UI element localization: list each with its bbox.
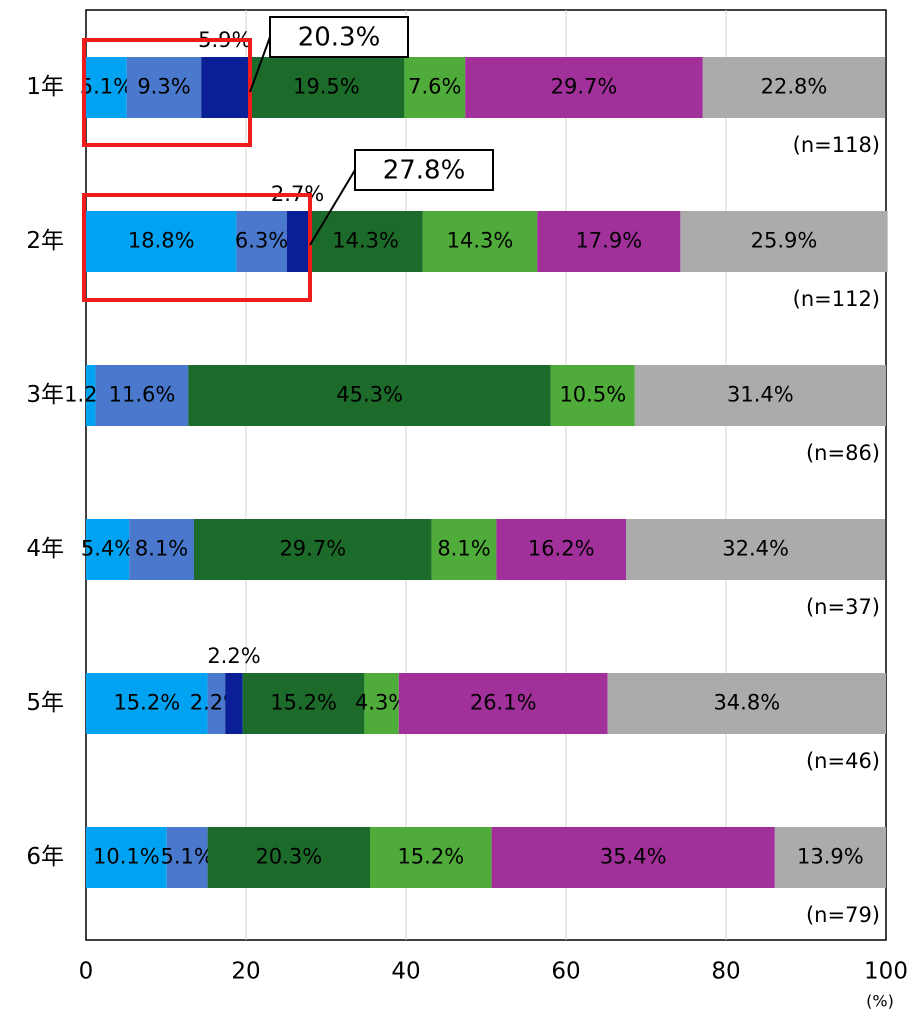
value-label: 10.1% — [93, 845, 160, 869]
highlight-box — [82, 193, 312, 302]
value-label: 13.9% — [797, 845, 864, 869]
value-label: 15.2% — [270, 691, 337, 715]
value-label: 6.3% — [235, 229, 288, 253]
x-tick-label: 100 — [864, 959, 908, 985]
bar-segment — [166, 827, 208, 888]
value-label: 31.4% — [727, 383, 794, 407]
bar-segment — [86, 211, 237, 272]
value-label: 9.3% — [137, 75, 190, 99]
value-label: 10.5% — [559, 383, 626, 407]
value-label: 15.2% — [397, 845, 464, 869]
x-tick-label: 20 — [231, 959, 260, 985]
x-tick-label: 80 — [711, 959, 740, 985]
n-label: (n=37) — [806, 595, 880, 619]
category-label: 4年 — [26, 536, 64, 562]
value-label: 19.5% — [293, 75, 360, 99]
value-label: 34.8% — [713, 691, 780, 715]
bar-segment — [242, 673, 365, 734]
bar-segment — [86, 365, 96, 426]
bar-segment — [370, 827, 492, 888]
category-label: 1年 — [26, 74, 64, 100]
value-label: 7.6% — [408, 75, 461, 99]
n-label: (n=112) — [793, 287, 880, 311]
category-label: 3年 — [26, 382, 64, 408]
bar-segment — [398, 673, 608, 734]
bar-segment — [126, 57, 202, 118]
x-tick-label: 40 — [391, 959, 420, 985]
n-label: (n=118) — [793, 133, 880, 157]
bar-segment — [207, 673, 226, 734]
bar-segment — [95, 365, 189, 426]
bar-segment — [404, 57, 466, 118]
callout-line — [309, 169, 356, 246]
bar-segment — [634, 365, 886, 426]
bar-segment — [774, 827, 886, 888]
value-label: 14.3% — [332, 229, 399, 253]
callout-text: 27.8% — [383, 156, 466, 186]
value-label: 29.7% — [551, 75, 618, 99]
callout-line — [249, 36, 271, 93]
bar-segment — [626, 519, 886, 580]
value-label: 16.2% — [528, 537, 595, 561]
bar-segment — [286, 211, 309, 272]
bar-segment — [465, 57, 703, 118]
value-label: 15.2% — [113, 691, 180, 715]
value-label: 26.1% — [470, 691, 537, 715]
bar-segment — [86, 673, 208, 734]
value-label: 45.3% — [336, 383, 403, 407]
value-label: 25.9% — [751, 229, 818, 253]
bar-segment — [207, 827, 370, 888]
bar-segment — [422, 211, 538, 272]
bar-segment — [86, 57, 127, 118]
bar-segment — [129, 519, 194, 580]
bar-segment — [86, 827, 167, 888]
highlight-box — [82, 38, 252, 147]
n-label: (n=86) — [806, 441, 880, 465]
bar-segment — [201, 57, 249, 118]
callout-box — [354, 149, 494, 191]
callout-text: 20.3% — [298, 23, 381, 53]
value-label: 18.8% — [128, 229, 195, 253]
value-label: 14.3% — [447, 229, 514, 253]
value-label: 29.7% — [279, 537, 346, 561]
x-unit: (%) — [866, 992, 894, 1011]
bar-segment — [194, 519, 432, 580]
value-label: 32.4% — [722, 537, 789, 561]
x-tick-label: 60 — [551, 959, 580, 985]
value-label: 35.4% — [600, 845, 667, 869]
value-label: 22.8% — [761, 75, 828, 99]
bar-segment — [364, 673, 399, 734]
value-label: 20.3% — [255, 845, 322, 869]
bar-segment — [496, 519, 626, 580]
category-label: 5年 — [26, 690, 64, 716]
bar-segment — [550, 365, 635, 426]
bar-segment — [86, 519, 130, 580]
value-label: 5.1% — [80, 75, 133, 99]
bar-segment — [236, 211, 287, 272]
value-label: 8.1% — [437, 537, 490, 561]
value-label: 8.1% — [135, 537, 188, 561]
value-label: 2.2% — [207, 644, 260, 668]
category-label: 6年 — [26, 844, 64, 870]
bar-segment — [702, 57, 886, 118]
bar-segment — [491, 827, 775, 888]
bar-segment — [431, 519, 497, 580]
bar-segment — [537, 211, 681, 272]
value-label: 17.9% — [575, 229, 642, 253]
bar-segment — [248, 57, 405, 118]
value-label: 5.1% — [161, 845, 214, 869]
x-tick-label: 0 — [79, 959, 94, 985]
bar-segment — [225, 673, 243, 734]
value-label: 11.6% — [109, 383, 176, 407]
n-label: (n=79) — [806, 903, 880, 927]
category-label: 2年 — [26, 228, 64, 254]
bar-segment — [188, 365, 551, 426]
callout-box — [269, 16, 409, 58]
n-label: (n=46) — [806, 749, 880, 773]
bar-segment — [680, 211, 888, 272]
bar-segment — [308, 211, 423, 272]
bar-segment — [607, 673, 886, 734]
value-label: 5.4% — [81, 537, 134, 561]
